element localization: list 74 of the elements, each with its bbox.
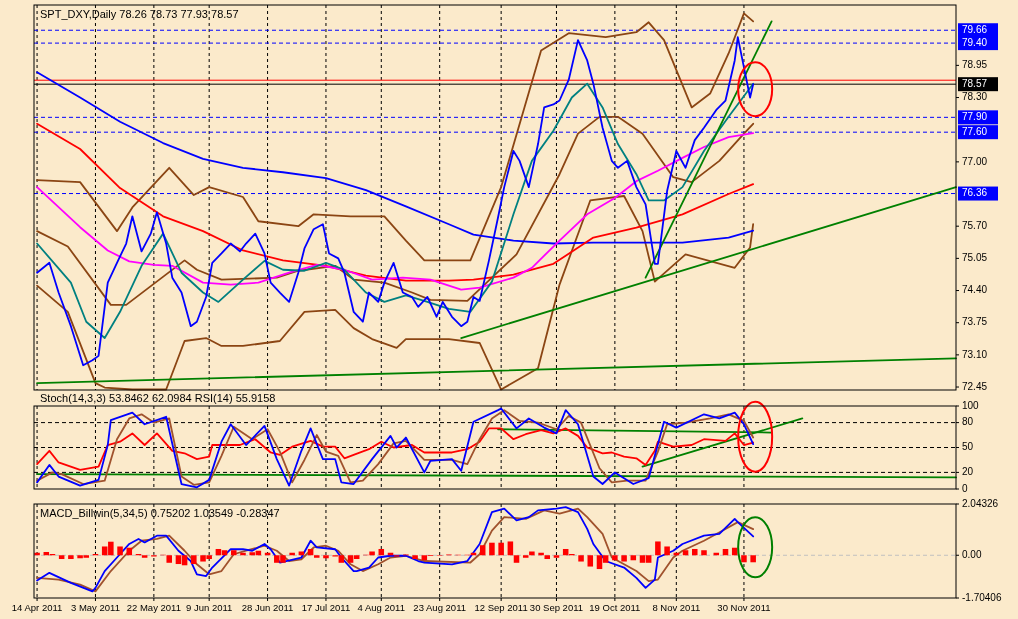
line-series <box>36 195 755 391</box>
y-tick-label: 73.75 <box>962 316 988 328</box>
bar <box>191 555 197 565</box>
ref-line-label: 77.60 <box>962 125 988 137</box>
bar <box>578 555 584 562</box>
y-tick-label: 73.10 <box>962 348 988 360</box>
ref-line-label: 79.66 <box>962 23 988 35</box>
bar <box>529 551 535 556</box>
y-tick-label: 78.30 <box>962 91 988 103</box>
bar <box>141 555 148 558</box>
bar <box>166 555 172 563</box>
ref-line-label: 79.40 <box>962 36 988 48</box>
y-tick-label: 72.45 <box>962 380 988 392</box>
ref-line-label: 76.36 <box>962 187 988 199</box>
x-tick-label: 3 May 2011 <box>70 602 120 613</box>
bar <box>298 551 305 556</box>
ref-line-label: 77.90 <box>962 110 988 122</box>
y-tick-label: 0.00 <box>962 548 982 560</box>
bar <box>231 550 237 556</box>
bar <box>117 546 123 556</box>
y-tick-label: 74.40 <box>962 284 988 296</box>
x-tick-label: 28 Jun 2011 <box>241 602 294 613</box>
y-tick-label: 80 <box>962 416 974 428</box>
x-tick-label: 14 Apr 2011 <box>11 602 63 613</box>
line-series <box>36 12 755 262</box>
bar <box>412 555 418 560</box>
y-tick-label: 0 <box>962 482 968 494</box>
x-tick-label: 30 Nov 2011 <box>717 602 771 613</box>
ref-line-label: 78.57 <box>962 77 988 89</box>
bar <box>323 555 329 559</box>
bar <box>553 555 560 558</box>
y-tick-label: 75.05 <box>962 252 988 264</box>
bar <box>544 555 551 560</box>
bar <box>741 555 747 563</box>
line-series <box>36 115 755 306</box>
chart-title: MACD_Billwin(5,34,5) 0.75202 1.03549 -0.28347 <box>40 507 280 519</box>
bar <box>498 542 504 556</box>
bar <box>369 551 375 556</box>
x-tick-label: 17 Jul 2011 <box>301 602 351 613</box>
chart-title: SPT_DXY,Daily 78.26 78.73 77.93 78.57 <box>40 8 239 20</box>
y-tick-label: 77.00 <box>962 155 988 167</box>
y-tick-label: 20 <box>962 466 974 478</box>
bar <box>612 555 618 561</box>
bar <box>701 550 707 556</box>
y-tick-label: -1.70406 <box>962 591 1002 603</box>
bar <box>750 555 756 563</box>
bar <box>621 555 627 562</box>
x-tick-label: 9 Jun 2011 <box>186 602 233 613</box>
y-tick-label: 78.95 <box>962 59 988 71</box>
y-tick-label: 100 <box>962 399 980 411</box>
bar <box>489 542 495 556</box>
x-tick-label: 22 May 2011 <box>126 602 181 613</box>
bar <box>58 555 65 560</box>
bar <box>68 555 74 560</box>
y-tick-label: 50 <box>962 441 974 453</box>
bar <box>692 548 698 556</box>
bar <box>507 541 514 556</box>
x-tick-label: 4 Aug 2011 <box>357 602 405 613</box>
bar <box>513 555 520 563</box>
x-tick-label: 8 Nov 2011 <box>652 602 701 613</box>
x-tick-label: 12 Sep 2011 <box>474 602 528 613</box>
line-series <box>36 82 755 339</box>
x-tick-label: 19 Oct 2011 <box>589 602 641 613</box>
y-tick-label: 75.70 <box>962 219 988 231</box>
bar <box>664 546 670 556</box>
chart-title: Stoch(14,3,3) 53.8462 62.0984 RSI(14) 55.9158 <box>40 392 276 404</box>
bar <box>522 555 529 558</box>
x-tick-label: 23 Aug 2011 <box>413 602 467 613</box>
bar <box>587 555 594 567</box>
bar <box>655 541 661 556</box>
bar <box>313 555 320 558</box>
line-series <box>36 427 755 471</box>
x-tick-label: 30 Sep 2011 <box>529 602 584 613</box>
y-tick-label: 2.04326 <box>962 497 999 509</box>
